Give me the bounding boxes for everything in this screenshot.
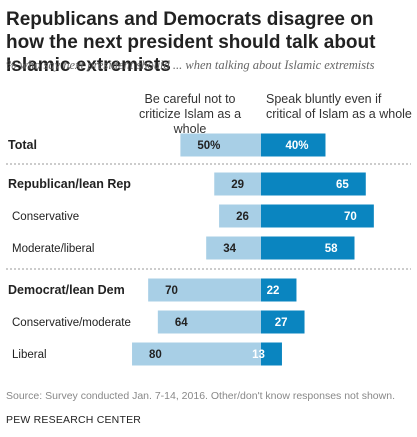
bar-careful xyxy=(206,236,261,260)
legend-blunt: Speak bluntly even if critical of Islam … xyxy=(266,92,412,121)
bar-blunt xyxy=(261,133,326,157)
value-label-blunt: 22 xyxy=(267,285,280,297)
row-label: Moderate/liberal xyxy=(12,243,94,255)
row-label: Democrat/lean Dem xyxy=(8,283,125,297)
row-label: Liberal xyxy=(12,349,47,361)
chart-subtitle: % who say next president should ... when… xyxy=(6,58,375,72)
bar-blunt xyxy=(261,172,366,196)
value-label-careful: 80 xyxy=(149,349,162,361)
bar-careful xyxy=(219,204,261,228)
value-label-blunt: 27 xyxy=(275,317,288,329)
bar-blunt xyxy=(261,310,305,334)
value-label-blunt: 70 xyxy=(344,211,357,223)
value-label-careful: 29 xyxy=(231,179,244,191)
row-label: Conservative/moderate xyxy=(12,317,131,329)
bar-blunt xyxy=(261,278,297,302)
legend-careful: Be careful not to criticize Islam as a w… xyxy=(138,92,242,136)
value-label-careful: 34 xyxy=(223,243,236,255)
value-label-careful: 70 xyxy=(165,285,178,297)
bar-careful xyxy=(214,172,261,196)
value-label-blunt: 13 xyxy=(252,349,265,361)
bar-blunt xyxy=(261,342,282,366)
bar-careful xyxy=(180,133,261,157)
value-label-careful: 26 xyxy=(236,211,249,223)
bar-careful xyxy=(157,310,261,334)
value-label-careful: 50% xyxy=(197,140,220,152)
source-note: Source: Survey conducted Jan. 7-14, 2016… xyxy=(6,390,395,402)
value-label-blunt: 65 xyxy=(336,179,349,191)
bar-careful xyxy=(148,278,261,302)
bar-careful xyxy=(132,342,261,366)
row-label: Republican/lean Rep xyxy=(8,177,131,191)
org-credit: PEW RESEARCH CENTER xyxy=(6,414,142,426)
row-label: Conservative xyxy=(12,211,79,223)
bar-blunt xyxy=(261,204,374,228)
value-label-blunt: 58 xyxy=(325,243,338,255)
row-label: Total xyxy=(8,138,37,152)
bar-blunt xyxy=(261,236,355,260)
value-label-careful: 64 xyxy=(175,317,188,329)
value-label-blunt: 40% xyxy=(285,140,308,152)
chart-title: Republicans and Democrats disagree on ho… xyxy=(6,9,376,76)
